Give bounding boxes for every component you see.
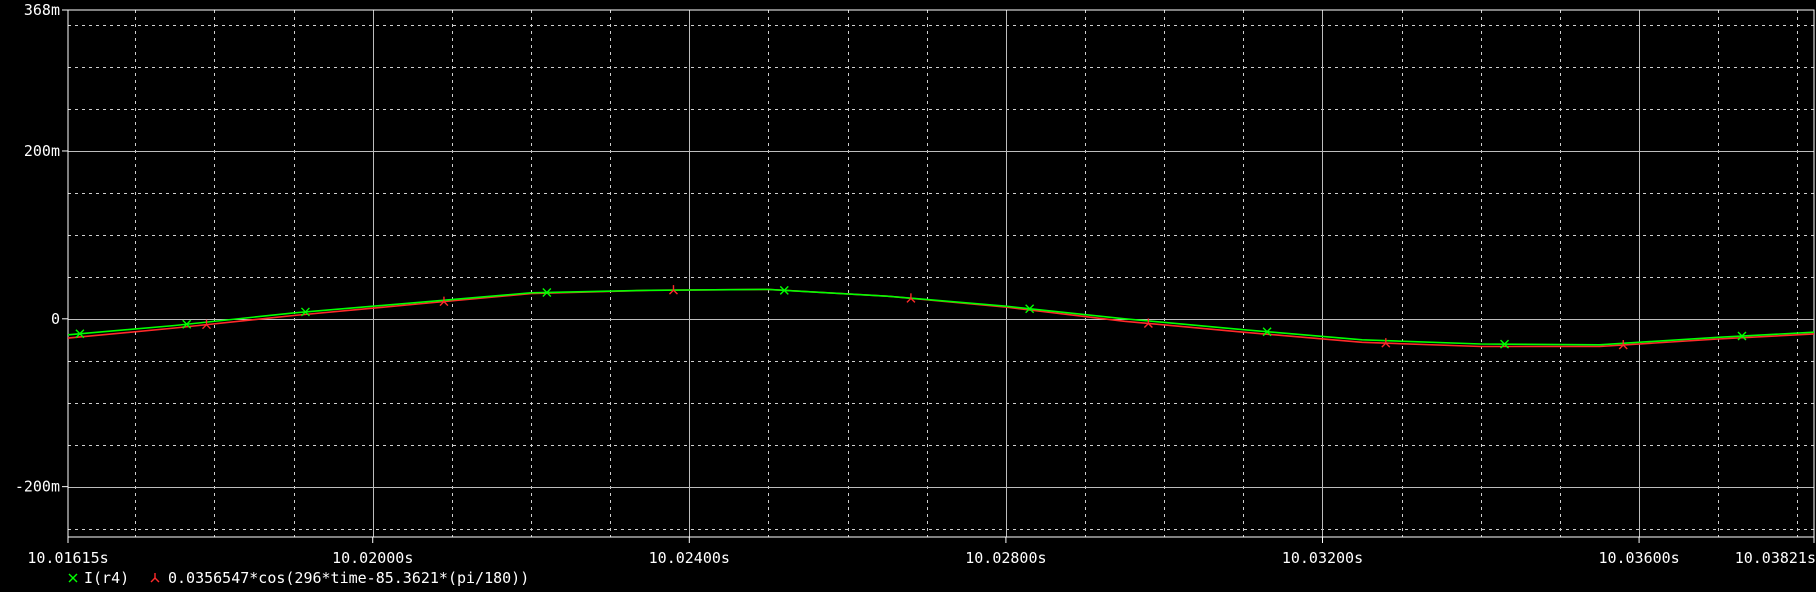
legend-label-cos-expression: 0.0356547*cos(296*time-85.3621*(pi/180)) <box>168 569 529 587</box>
series-marker-cos-expression <box>1618 339 1628 350</box>
series-marker-cos-expression <box>439 296 449 307</box>
series-marker-cos-expression <box>1381 338 1391 348</box>
x-tick-label: 10.02400s <box>649 549 730 567</box>
x-tick-labels: 10.01615s 10.02000s 10.02400s 10.02800s 10.0… <box>27 537 1816 567</box>
legend-marker-cos-expression <box>150 573 160 583</box>
grid-major <box>68 10 1814 537</box>
x-tick-label: 10.02800s <box>965 549 1046 567</box>
x-tick-label: 10.03600s <box>1598 549 1679 567</box>
series-marker-i-r4 <box>300 307 310 317</box>
y-tick-labels: 368m 200m 0 -200m <box>15 1 68 496</box>
series-markers <box>75 285 1747 350</box>
x-tick-label: 10.01615s <box>27 549 108 567</box>
legend-marker-i-r4 <box>68 573 78 583</box>
series-marker-i-r4 <box>182 319 192 329</box>
x-tick-label: 10.03821s <box>1735 549 1816 567</box>
y-tick-label: 368m <box>24 1 60 19</box>
series-marker-i-r4 <box>1262 327 1272 337</box>
x-tick-label: 10.02000s <box>332 549 413 567</box>
series-marker-i-r4 <box>779 285 789 295</box>
series-marker-cos-expression <box>1143 318 1153 329</box>
y-tick-label: 0 <box>51 310 60 328</box>
series-marker-cos-expression <box>202 319 212 330</box>
legend-x-glyph <box>68 573 78 583</box>
series-marker-i-r4 <box>1025 304 1035 314</box>
series-marker-i-r4 <box>75 329 85 339</box>
series-marker-i-r4 <box>1500 339 1510 349</box>
legend-y-glyph <box>150 573 160 583</box>
y-tick-label: 200m <box>24 142 60 160</box>
series-marker-i-r4 <box>1737 331 1747 341</box>
series-marker-cos-expression <box>906 293 916 303</box>
x-tick-label: 10.03200s <box>1282 549 1363 567</box>
legend: I(r4) 0.0356547*cos(296*time-85.3621*(pi… <box>68 569 529 587</box>
legend-label-i-r4: I(r4) <box>84 569 129 587</box>
y-tick-label: -200m <box>15 478 60 496</box>
series-lines <box>67 288 1815 348</box>
series-marker-i-r4 <box>542 287 552 297</box>
plot-frame <box>67 9 1815 538</box>
series-line-0 <box>67 288 1815 346</box>
series-marker-cos-expression <box>668 285 678 295</box>
